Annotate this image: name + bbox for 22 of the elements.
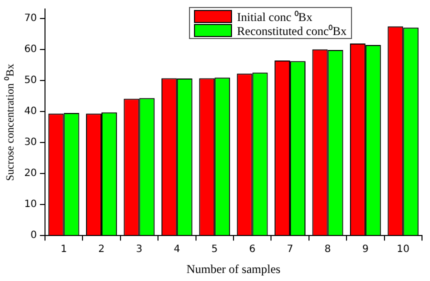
x-tick-label: 10 bbox=[396, 244, 410, 256]
y-tick-label: 70 bbox=[24, 12, 37, 24]
x-axis-title: Number of samples bbox=[186, 262, 281, 276]
y-axis-title: Sucrose concentration ⁰Bx bbox=[3, 63, 16, 181]
x-tick-label: 2 bbox=[98, 244, 105, 256]
x-tick-label: 5 bbox=[211, 244, 218, 256]
x-tick-label: 1 bbox=[60, 244, 67, 256]
y-tick-label: 20 bbox=[24, 168, 37, 180]
legend-label: Initial conc ⁰Bx bbox=[237, 8, 312, 24]
y-tick-label: 50 bbox=[24, 74, 37, 86]
y-tick-label: 60 bbox=[24, 44, 37, 55]
x-tick-label: 4 bbox=[174, 244, 180, 256]
x-tick-label: 7 bbox=[286, 244, 294, 256]
x-tick-label: 3 bbox=[136, 244, 142, 256]
x-tick-label: 8 bbox=[324, 244, 331, 256]
legend-label: Reconstituted conc⁰Bx bbox=[237, 22, 347, 38]
y-tick-label: 0 bbox=[30, 230, 37, 242]
y-tick-label: 10 bbox=[24, 199, 37, 210]
y-tick-label: 40 bbox=[24, 106, 37, 118]
x-tick-label: 6 bbox=[249, 244, 256, 256]
y-tick-label: 30 bbox=[24, 137, 37, 148]
x-tick-label: 9 bbox=[362, 244, 369, 256]
